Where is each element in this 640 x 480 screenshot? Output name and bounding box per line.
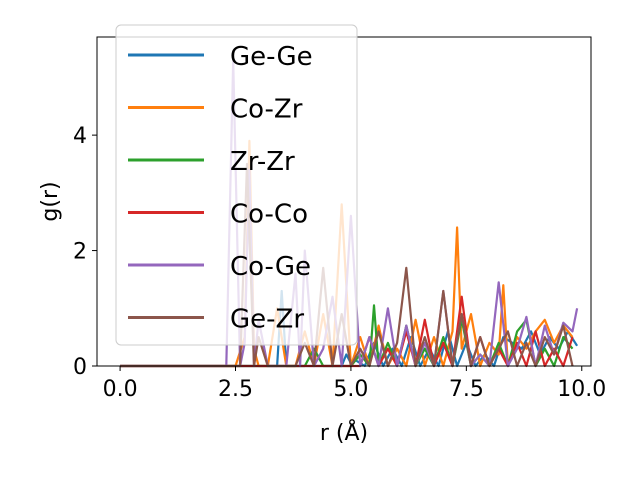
legend-label: Co-Co bbox=[230, 200, 308, 230]
legend: Ge-Ge Co-Zr Zr-Zr Co-Co Co-Ge Ge-Zr bbox=[115, 24, 358, 346]
x-tick-label: 0.0 bbox=[103, 377, 138, 402]
legend-label: Co-Zr bbox=[230, 95, 303, 125]
x-axis-label: r (Å) bbox=[320, 419, 368, 446]
legend-label: Zr-Zr bbox=[230, 147, 295, 177]
legend-label: Ge-Zr bbox=[230, 305, 304, 335]
y-tick-label: 0 bbox=[73, 355, 87, 380]
x-axis-ticks: 0.0 2.5 5.0 7.5 10.0 bbox=[103, 366, 606, 402]
y-tick-label: 4 bbox=[73, 124, 87, 149]
y-tick-label: 2 bbox=[73, 240, 87, 265]
x-tick-label: 2.5 bbox=[218, 377, 253, 402]
x-tick-label: 7.5 bbox=[449, 377, 484, 402]
x-tick-label: 5.0 bbox=[333, 377, 368, 402]
legend-label: Co-Ge bbox=[230, 252, 311, 282]
x-tick-label: 10.0 bbox=[557, 377, 606, 402]
legend-label: Ge-Ge bbox=[230, 42, 313, 72]
y-axis-label: g(r) bbox=[38, 181, 63, 221]
y-axis-ticks: 0 2 4 bbox=[73, 124, 97, 380]
legend-box bbox=[115, 24, 358, 346]
